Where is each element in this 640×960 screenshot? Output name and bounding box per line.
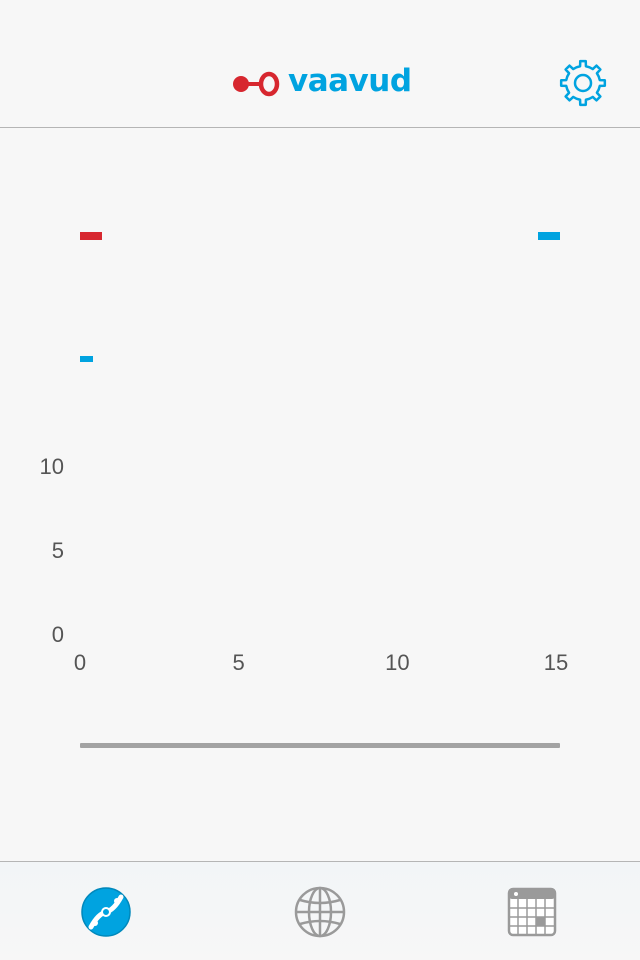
y-tick-label: 5 [52, 538, 64, 563]
measurement-progress-bar [80, 743, 560, 748]
tab-measure[interactable] [66, 872, 146, 952]
y-tick-label: 10 [40, 454, 64, 479]
vaavud-logo-icon [233, 71, 280, 97]
x-tick-label: 0 [74, 650, 86, 675]
x-tick-label: 15 [544, 650, 568, 675]
wind-speed-chart: 0 5 10 0 5 10 15 [40, 454, 569, 675]
measurement-panel: 0 5 10 0 5 10 15 [0, 129, 640, 861]
brand-name: vaavud [288, 63, 412, 99]
y-tick-label: 0 [52, 622, 64, 647]
x-tick-label: 5 [233, 650, 245, 675]
max-speed-indicator [538, 232, 560, 240]
tab-bar [0, 861, 640, 960]
min-speed-indicator [80, 232, 102, 240]
calendar-icon [507, 887, 557, 937]
progress-fill [80, 743, 560, 748]
globe-icon [294, 886, 346, 938]
settings-button[interactable] [557, 57, 609, 109]
measure-icon [81, 887, 131, 937]
tab-history[interactable] [492, 872, 572, 952]
avg-speed-indicator [80, 356, 93, 362]
gear-icon [559, 59, 607, 107]
app-logo: vaavud [232, 63, 412, 102]
x-tick-label: 10 [385, 650, 409, 675]
app-header: vaavud [0, 0, 640, 128]
tab-map[interactable] [280, 872, 360, 952]
